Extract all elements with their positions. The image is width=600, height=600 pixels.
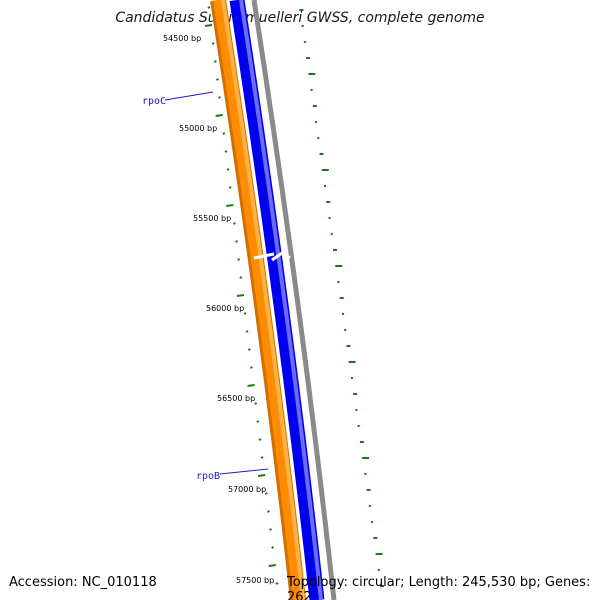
ruler-minor-tick xyxy=(269,528,272,531)
tick-label: 55500 bp xyxy=(193,214,231,223)
ruler-minor-tick xyxy=(258,438,262,441)
ruler-major-tick xyxy=(215,114,223,117)
ruler-minor-tick xyxy=(222,132,226,135)
ruler-minor-tick xyxy=(213,60,217,63)
ruler-minor-tick xyxy=(232,222,236,225)
forward-cds-arc-highlight xyxy=(221,0,305,600)
ruler-minor-tick xyxy=(254,402,258,405)
tick-label: 54500 bp xyxy=(163,34,201,43)
ruler-minor-tick xyxy=(275,582,279,585)
accession-label: Accession: NC_010118 xyxy=(9,575,157,590)
forward-cds-arc xyxy=(213,0,305,600)
gene-leader-rpoB xyxy=(219,468,269,475)
genome-summary: Topology: circular; Length: 245,530 bp; … xyxy=(287,575,591,600)
ruler-minor-tick xyxy=(211,42,215,45)
ruler-minor-tick xyxy=(235,240,239,243)
gene-label-rpoC[interactable]: rpoC xyxy=(142,96,166,107)
ruler-minor-tick xyxy=(249,366,253,369)
ruler-major-tick xyxy=(247,384,255,387)
ruler-minor-tick xyxy=(224,150,228,153)
reverse-cds-arc-highlight xyxy=(239,0,323,600)
tick-label: 56500 bp xyxy=(217,394,255,403)
ruler-minor-tick xyxy=(264,492,268,495)
tick-label: 57000 bp xyxy=(228,485,266,494)
backbone-ring xyxy=(251,0,337,600)
gene-leader-rpoC xyxy=(164,91,214,101)
ruler-major-tick xyxy=(258,474,266,477)
gene-label-rpoB[interactable]: rpoB xyxy=(196,471,220,482)
ruler-minor-tick xyxy=(266,510,270,513)
ruler-minor-tick xyxy=(237,258,241,261)
ruler-minor-tick xyxy=(239,276,243,279)
ruler-minor-tick xyxy=(226,168,230,171)
ruler-minor-tick xyxy=(228,186,232,189)
tick-label: 57500 bp xyxy=(236,576,274,585)
ruler-minor-tick xyxy=(247,348,251,351)
ruler-major-tick xyxy=(204,24,213,27)
tick-label: 55000 bp xyxy=(179,124,217,133)
ruler-minor-tick xyxy=(256,420,260,423)
ruler-minor-tick xyxy=(218,96,222,99)
ruler-minor-tick xyxy=(260,456,264,459)
map-title: Candidatus Sulcia muelleri GWSS, complet… xyxy=(115,10,485,26)
ruler-major-tick xyxy=(268,564,276,567)
tick-label: 56000 bp xyxy=(206,304,244,313)
ruler-minor-tick xyxy=(245,330,249,333)
ruler-minor-tick xyxy=(271,546,275,549)
reverse-cds-arc xyxy=(229,0,325,600)
gene-boundary-forward xyxy=(253,252,275,260)
ruler-major-tick xyxy=(226,204,234,207)
ruler-minor-tick xyxy=(215,78,219,81)
gene-boundary-reverse xyxy=(271,251,291,262)
tick-layer xyxy=(204,6,279,585)
ruler-minor-tick xyxy=(207,6,211,9)
gc-skew-layer xyxy=(299,9,385,587)
ruler-minor-tick xyxy=(243,312,247,315)
ruler-major-tick xyxy=(236,294,245,297)
